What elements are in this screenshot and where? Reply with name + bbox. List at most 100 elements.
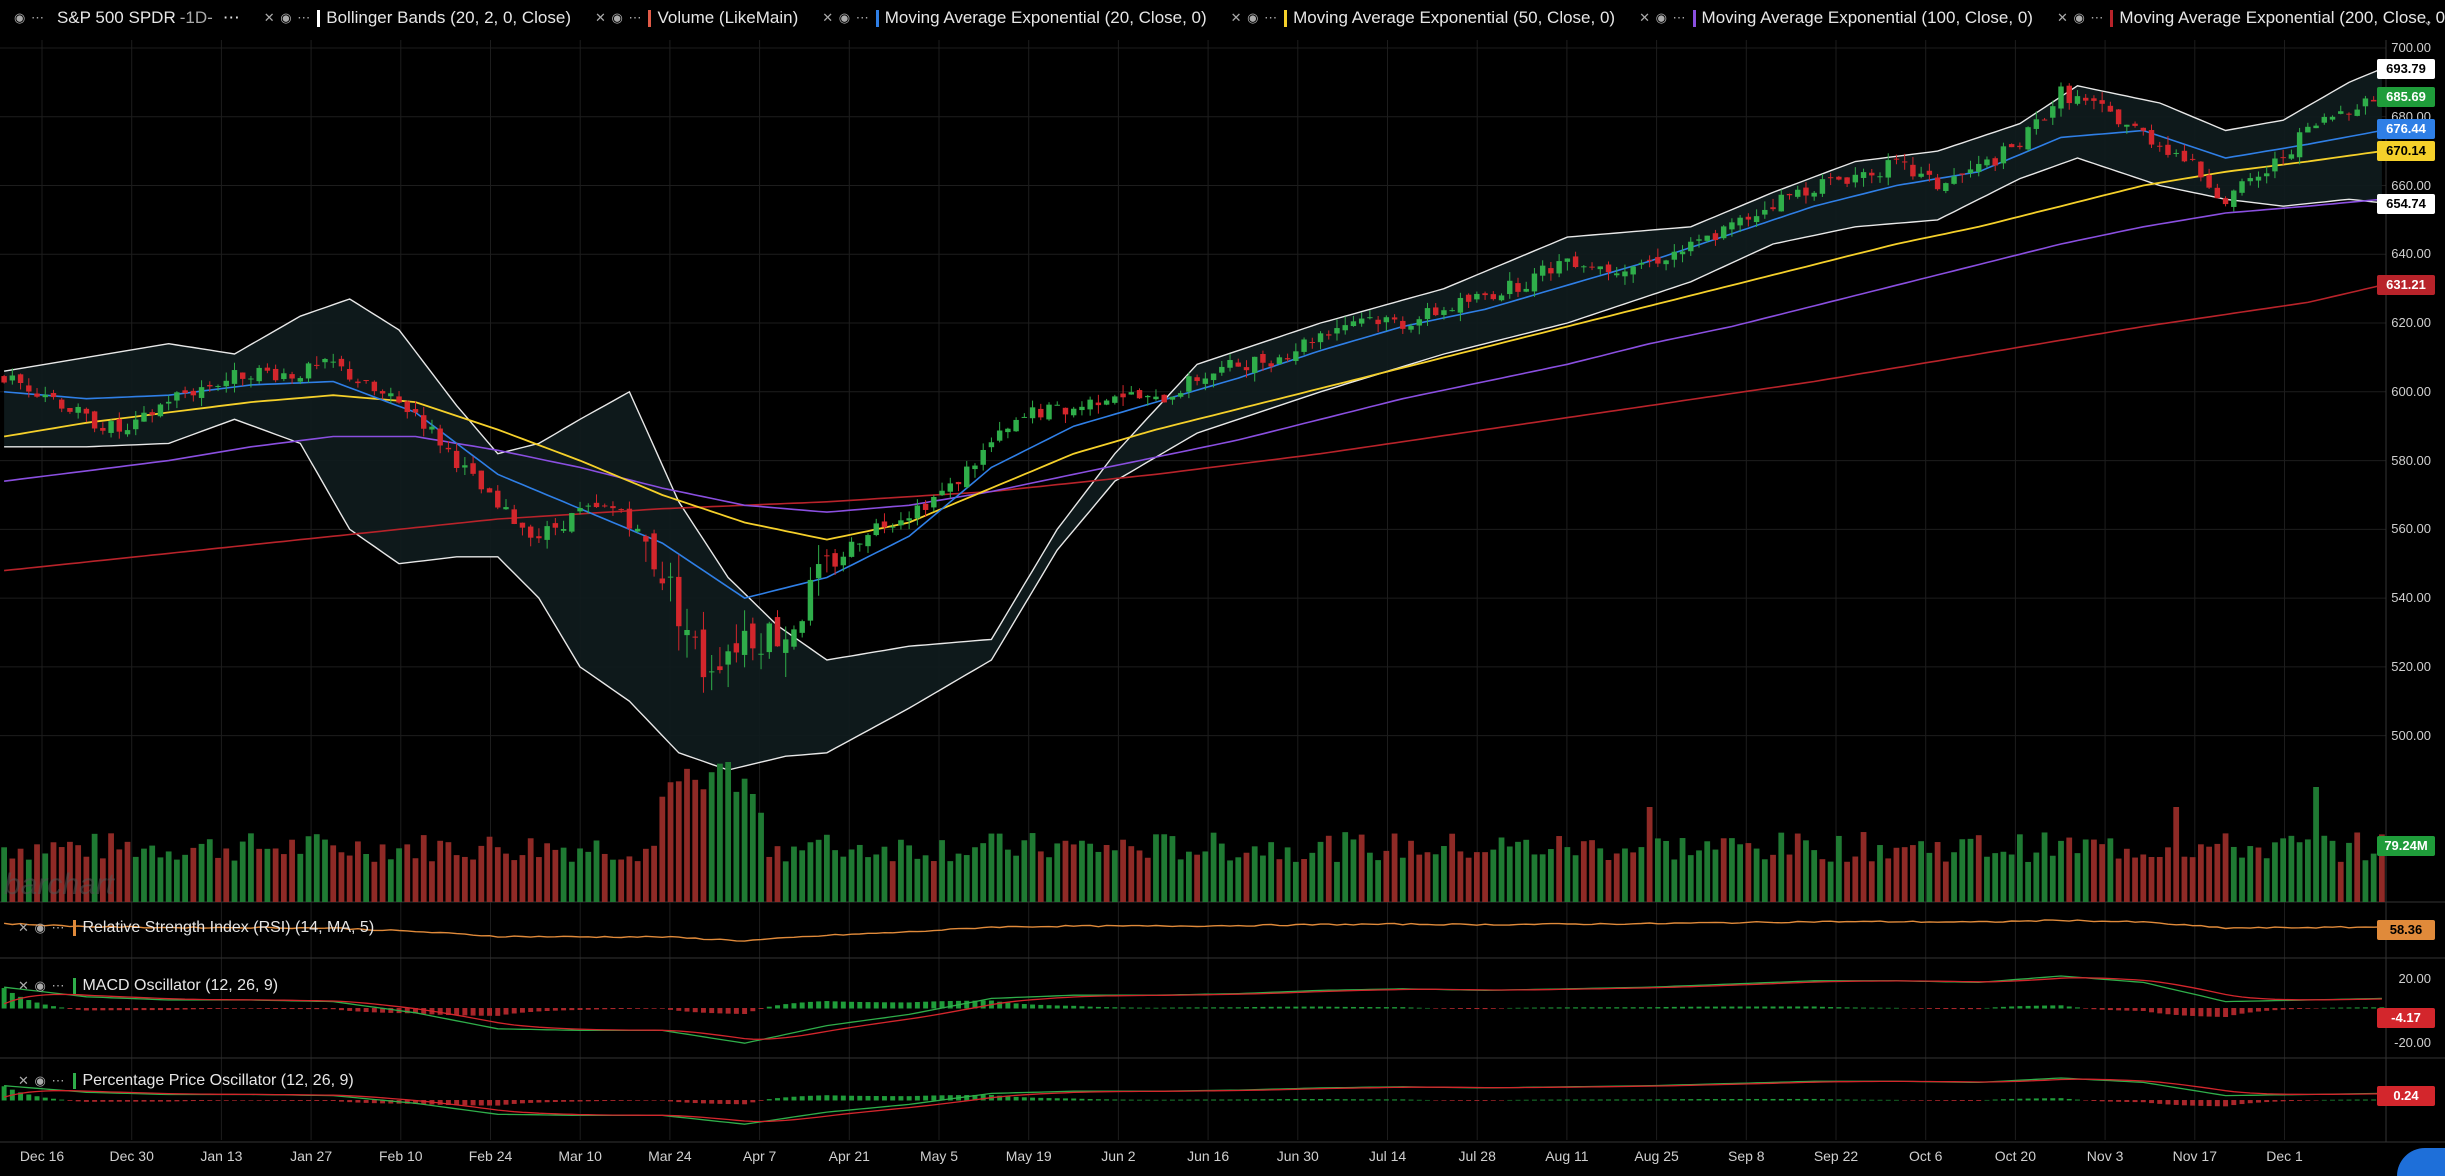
candle-body bbox=[1383, 317, 1390, 323]
time-tick: Jun 30 bbox=[1276, 1148, 1319, 1164]
ppo-hist bbox=[2272, 1100, 2278, 1102]
macd-hist bbox=[34, 1002, 40, 1009]
candle-body bbox=[1638, 262, 1645, 265]
candle-body bbox=[676, 576, 682, 627]
macd-hist bbox=[2000, 1006, 2006, 1009]
macd-hist bbox=[1951, 1008, 1957, 1010]
macd-hist bbox=[1910, 1008, 1916, 1009]
macd-controls[interactable]: ✕ ◉ ⋯ bbox=[18, 978, 66, 993]
ppo-hist bbox=[1729, 1099, 1735, 1101]
indicator-controls[interactable]: ✕ ◉ ⋯ bbox=[1639, 10, 1687, 25]
macd-hist bbox=[1926, 1008, 1932, 1009]
ppo-hist bbox=[207, 1100, 213, 1101]
candle-body bbox=[1556, 261, 1562, 274]
indicator-controls[interactable]: ✕ ◉ ⋯ bbox=[595, 10, 643, 25]
macd-hist bbox=[643, 1008, 649, 1009]
candle-body bbox=[1581, 266, 1587, 268]
candle-body bbox=[305, 363, 312, 379]
volume-bar bbox=[898, 839, 904, 902]
macd-hist bbox=[898, 1002, 904, 1009]
macd-hist bbox=[166, 1008, 172, 1011]
ppo-hist bbox=[659, 1100, 665, 1101]
ppo-hist bbox=[1161, 1099, 1167, 1101]
candle-body bbox=[1367, 317, 1373, 319]
collapse-icon[interactable]: ⌄ bbox=[2422, 14, 2433, 28]
ppo-hist bbox=[125, 1100, 130, 1102]
volume-bar bbox=[17, 848, 24, 902]
volume-bar bbox=[1449, 833, 1456, 902]
candle-body bbox=[1844, 177, 1850, 184]
macd-hist bbox=[2371, 1007, 2377, 1009]
time-tick: Mar 24 bbox=[648, 1148, 692, 1164]
legend-more[interactable]: ⋯ bbox=[222, 8, 240, 27]
candle-body bbox=[1531, 273, 1538, 292]
macd-hist bbox=[2157, 1008, 2163, 1014]
ppo-hist bbox=[1523, 1099, 1529, 1101]
volume-bar bbox=[906, 845, 913, 902]
time-tick: Nov 17 bbox=[2172, 1148, 2217, 1164]
volume-bar bbox=[379, 844, 386, 902]
volume-bar bbox=[420, 835, 427, 902]
candle-body bbox=[1038, 408, 1044, 418]
rsi-controls[interactable]: ✕ ◉ ⋯ bbox=[18, 920, 66, 935]
volume-bar bbox=[873, 854, 880, 902]
ppo-hist bbox=[519, 1100, 525, 1104]
indicator-controls[interactable]: ✕ ◉ ⋯ bbox=[1230, 10, 1279, 25]
macd-hist bbox=[2330, 1007, 2335, 1009]
macd-hist bbox=[1918, 1008, 1924, 1009]
candle-body bbox=[1161, 394, 1167, 403]
volume-bar bbox=[667, 782, 674, 902]
indicator-controls[interactable]: ✕ ◉ ⋯ bbox=[263, 10, 312, 25]
ppo-hist bbox=[133, 1100, 139, 1102]
macd-hist bbox=[2338, 1007, 2344, 1009]
volume-bar bbox=[823, 834, 830, 902]
ppo-hist bbox=[2231, 1100, 2237, 1106]
rsi-legend: ✕ ◉ ⋯ Relative Strength Index (RSI) (14,… bbox=[0, 915, 374, 941]
ppo-hist bbox=[700, 1100, 706, 1104]
candle-body bbox=[1589, 266, 1595, 268]
macd-hist bbox=[1334, 1006, 1340, 1009]
macd-hist bbox=[133, 1008, 139, 1011]
macd-hist bbox=[355, 1008, 361, 1012]
candle-body bbox=[848, 541, 855, 557]
candle-body bbox=[1235, 362, 1241, 367]
indicator-controls[interactable]: ✕ ◉ ⋯ bbox=[822, 10, 870, 25]
ppo-hist bbox=[1367, 1099, 1373, 1101]
volume-bar bbox=[996, 833, 1003, 902]
macd-hist bbox=[2346, 1007, 2352, 1009]
candle-body bbox=[1136, 390, 1143, 399]
candle-body bbox=[1095, 402, 1102, 406]
volume-bar bbox=[725, 762, 732, 902]
candle-body bbox=[1145, 395, 1151, 398]
ppo-hist bbox=[141, 1100, 147, 1102]
ppo-hist bbox=[83, 1100, 89, 1102]
ppo-controls[interactable]: ✕ ◉ ⋯ bbox=[18, 1073, 66, 1088]
macd-hist bbox=[1935, 1008, 1941, 1009]
candle-body bbox=[815, 564, 822, 579]
volume-bar bbox=[1202, 851, 1209, 902]
candle-body bbox=[1819, 179, 1826, 194]
volume-bar bbox=[1227, 860, 1233, 902]
legend-controls[interactable]: ◉ ⋯ bbox=[14, 10, 45, 25]
ppo-hist bbox=[2346, 1099, 2352, 1101]
volume-bar bbox=[116, 849, 123, 902]
ppo-hist bbox=[1482, 1100, 1488, 1101]
macd-hist bbox=[1647, 1007, 1653, 1009]
candle-body bbox=[2370, 99, 2377, 102]
candle-body bbox=[421, 415, 427, 429]
ppo-hist bbox=[116, 1100, 122, 1102]
candle-body bbox=[988, 442, 995, 448]
volume-bar bbox=[1844, 861, 1850, 902]
macd-hist bbox=[1227, 1007, 1233, 1009]
macd-hist bbox=[2264, 1008, 2270, 1011]
indicator-controls[interactable]: ✕ ◉ ⋯ bbox=[2056, 10, 2105, 25]
candle-body bbox=[791, 629, 797, 647]
volume-bar bbox=[2197, 844, 2204, 902]
volume-bar bbox=[1441, 846, 1447, 902]
price-tag: 631.21 bbox=[2377, 274, 2435, 295]
ppo-hist bbox=[2083, 1100, 2089, 1101]
candle-body bbox=[783, 639, 789, 653]
macd-hist bbox=[256, 1008, 262, 1009]
volume-bar bbox=[634, 861, 641, 902]
